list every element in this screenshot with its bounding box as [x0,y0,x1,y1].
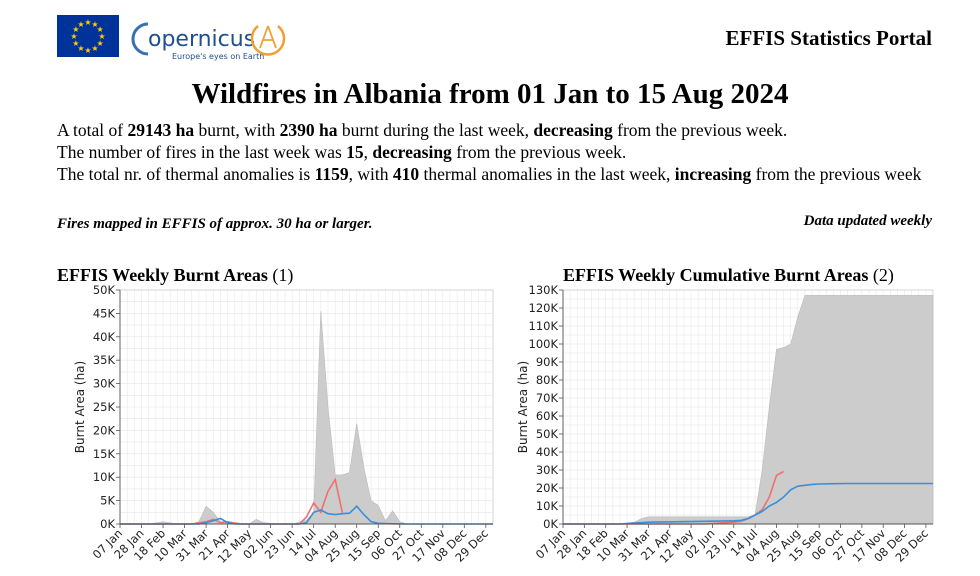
eu-star-icon: ★ [70,32,77,41]
copernicus-wordmark: opernicus [148,27,255,52]
update-note: Data updated weekly [803,213,932,229]
chart1-y-axis-label: Burnt Area (ha) [73,361,87,453]
eu-star-icon: ★ [84,18,91,27]
chart2-ytick-label: 80K [536,373,559,387]
chart2-ytick-label: 120K [529,301,559,315]
chart1-ytick-label: 45K [93,306,116,320]
eu-star-icon: ★ [84,46,91,55]
chart2-y-axis-label: Burnt Area (ha) [516,361,530,453]
chart2-ytick-label: 90K [536,355,559,369]
chart1-ytick-label: 40K [93,330,116,344]
copernicus-c-icon [131,22,149,56]
copernicus-emblem-lines-icon [259,25,277,49]
chart2-ytick-label: 40K [536,445,559,459]
summary-line-anomalies: The total nr. of thermal anomalies is 11… [57,164,922,184]
chart1-series-average-line [120,505,493,525]
summary-line-fires: The number of fires in the last week was… [57,142,627,162]
chart2-ytick-label: 60K [536,409,559,423]
eu-star-icon: ★ [77,44,84,53]
chart2-ytick-label: 0K [543,517,558,531]
copernicus-tagline: Europe's eyes on Earth [172,52,264,61]
weekly-cumulative-burnt-areas-chart: 0K 10K 20K 30K 40K 50K 60K 70K 80K 90K 100K 110K 120… [516,283,934,566]
chart1-ytick-label: 30K [93,377,116,391]
summary-text: A total of 29143 ha burnt, with 2390 ha … [57,119,937,185]
chart1-title: EFFIS Weekly Burnt Areas (1) [57,265,294,285]
copernicus-logo: opernicus Europe's eyes on Earth [126,16,286,62]
chart2-ytick-label: 20K [536,481,559,495]
summary-line-burnt: A total of 29143 ha burnt, with 2390 ha … [57,120,788,140]
chart2-series-average-line [563,482,933,525]
page-title: Wildfires in Albania from 01 Jan to 15 A… [191,78,789,110]
chart1-ytick-label: 25K [93,400,116,414]
eu-flag-logo: ★ ★ ★ ★ ★ ★ ★ ★ ★ ★ ★ ★ [57,15,119,57]
copernicus-emblem-icon [250,25,286,56]
eu-star-icon: ★ [91,44,98,53]
chart2-ytick-label: 10K [536,499,559,513]
chart1-ytick-label: 50K [93,283,116,297]
portal-title: EFFIS Statistics Portal [725,26,932,50]
eu-star-icon: ★ [98,32,105,41]
chart2-ytick-label: 110K [529,319,559,333]
eu-star-icon: ★ [77,20,84,29]
chart1-ytick-label: 10K [93,470,116,484]
chart2-title: EFFIS Weekly Cumulative Burnt Areas (2) [563,265,894,285]
chart2-ytick-label: 130K [529,283,559,297]
chart1-ytick-label: 0K [100,517,115,531]
chart1-ytick-label: 5K [100,494,115,508]
eu-star-icon: ★ [97,39,104,48]
eu-star-icon: ★ [72,39,79,48]
eu-star-icon: ★ [72,25,79,34]
chart2-ytick-label: 70K [536,391,559,405]
chart2-ytick-label: 50K [536,427,559,441]
chart2-series-max-area [563,295,934,525]
chart1-ytick-label: 35K [93,353,116,367]
chart1-ytick-label: 15K [93,447,116,461]
chart2-ytick-label: 100K [529,337,559,351]
chart1-ytick-label: 20K [93,423,116,437]
mapping-note: Fires mapped in EFFIS of approx. 30 ha o… [57,216,373,232]
chart2-ytick-label: 30K [536,463,559,477]
eu-star-icon: ★ [91,20,98,29]
eu-star-icon: ★ [97,25,104,34]
